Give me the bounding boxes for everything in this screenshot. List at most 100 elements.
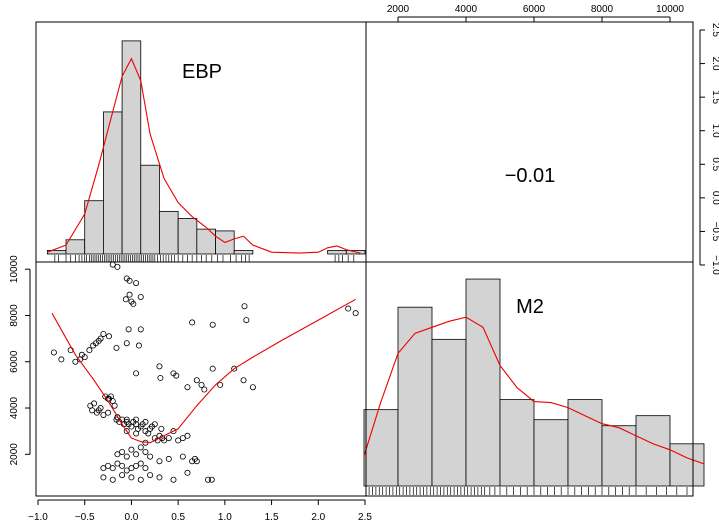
m2-hist-bar [363, 409, 399, 487]
ebp-y-tick-label: 0.0 [710, 191, 719, 205]
scatter-point [209, 365, 216, 372]
scatter-point [209, 321, 216, 328]
correlation-value: −0.01 [505, 165, 556, 187]
scatter-point [179, 453, 186, 460]
scatter-point [123, 340, 130, 347]
scatter-point [249, 384, 256, 391]
m2-y-axis: 2000 4000 6000 8000 10000 [9, 255, 31, 465]
scatter-point [114, 451, 121, 458]
ebp-y-tick-label: 1.0 [710, 124, 719, 138]
scatter-point [100, 474, 107, 481]
ebp-y-tick-label: 1.5 [710, 90, 719, 104]
scatter-point [158, 425, 165, 432]
scatter-point [123, 467, 130, 474]
m2-hist-bar [567, 399, 603, 487]
scatter-point [352, 310, 359, 317]
scatter-point [184, 469, 191, 476]
scatter-point [114, 460, 121, 467]
scatter-point [193, 377, 200, 384]
m2-label: M2 [516, 296, 544, 318]
scatter-point [125, 326, 132, 333]
y-tick-label: 8000 [9, 304, 20, 327]
m2-hist-bar [499, 399, 535, 487]
scatter-point [105, 462, 112, 469]
scatter-point [241, 303, 248, 310]
scatter-point [133, 280, 140, 287]
scatter-point [165, 435, 172, 442]
scatter-point [137, 293, 144, 300]
scatter-point [128, 465, 135, 472]
m2-hist-bar [635, 415, 671, 487]
m2-tick-label: 4000 [455, 4, 478, 15]
scatter-point [156, 363, 163, 370]
scatter-point [345, 305, 352, 312]
ebp-y-tick-label: 2.0 [710, 57, 719, 71]
x-tick-label: −1.0 [28, 512, 48, 523]
scatter-point [217, 381, 224, 388]
m2-panel-frame [365, 261, 694, 497]
scatter-point [198, 381, 205, 388]
scatter-point [119, 462, 126, 469]
m2-tick-label: 10000 [656, 4, 684, 15]
m2-hist-bar [533, 419, 569, 487]
scatter-point [109, 476, 116, 483]
m2-hist-bar [397, 306, 433, 487]
x-tick-label: 2.0 [311, 512, 325, 523]
scatter-point [157, 374, 164, 381]
m2-tick-label: 2000 [387, 4, 410, 15]
loess-smooth-line [51, 298, 356, 444]
m2-histogram-panel: M2 [363, 261, 705, 497]
scatter-point [133, 462, 140, 469]
scatter-point [86, 347, 93, 354]
m2-x-axis: 2000 4000 6000 8000 10000 [387, 4, 684, 22]
m2-hist-bar [669, 443, 705, 487]
ebp-x-axis: −1.0 −0.5 0.0 0.5 1.0 1.5 2.0 2.5 [28, 499, 372, 523]
scatter-point [100, 411, 107, 418]
scatter-point [126, 291, 133, 298]
scatter-point [109, 465, 116, 472]
m2-hist-bar [601, 425, 637, 487]
scatter-point [156, 474, 163, 481]
scatter-point [201, 386, 208, 393]
scatter-point [119, 448, 126, 455]
scatter-point [161, 437, 168, 444]
scatter-point [142, 448, 149, 455]
ebp-hist-bar [103, 111, 123, 255]
scatter-point [58, 356, 65, 363]
scatter-point [109, 261, 116, 268]
scatter-panel [35, 261, 367, 497]
x-tick-label: 0.0 [124, 512, 138, 523]
ebp-hist-bar [140, 164, 160, 255]
scatter-point [205, 476, 212, 483]
scatter-point [130, 300, 137, 307]
scatter-panel-frame [35, 261, 367, 497]
m2-tick-label: 6000 [523, 4, 546, 15]
ebp-hist-bar [84, 200, 104, 255]
y-tick-label: 6000 [9, 350, 20, 373]
scatter-point [105, 409, 112, 416]
ebp-y-tick-label: 2.5 [710, 23, 719, 37]
scatter-point [179, 435, 186, 442]
scatter-point [106, 333, 113, 340]
ebp-hist-bar [327, 250, 347, 255]
scatter-point [135, 342, 142, 349]
scatter-point [111, 402, 118, 409]
ebp-hist-bar [233, 250, 254, 255]
scatter-point [193, 458, 200, 465]
m2-hist-bar [431, 338, 467, 487]
x-tick-label: 0.5 [171, 512, 185, 523]
x-tick-label: −0.5 [75, 512, 95, 523]
scatter-point [165, 455, 172, 462]
ebp-label: EBP [182, 61, 222, 83]
scatter-point [114, 263, 121, 270]
scatter-point [208, 476, 215, 483]
scatter-point [133, 451, 140, 458]
scatter-point [147, 453, 154, 460]
scatter-point [156, 458, 163, 465]
scatter-point [100, 465, 107, 472]
m2-density-curve [363, 316, 705, 465]
ebp-histogram-panel: EBP [35, 21, 367, 263]
scatter-point [133, 370, 140, 377]
ebp-y-tick-label: 0.5 [710, 157, 719, 171]
